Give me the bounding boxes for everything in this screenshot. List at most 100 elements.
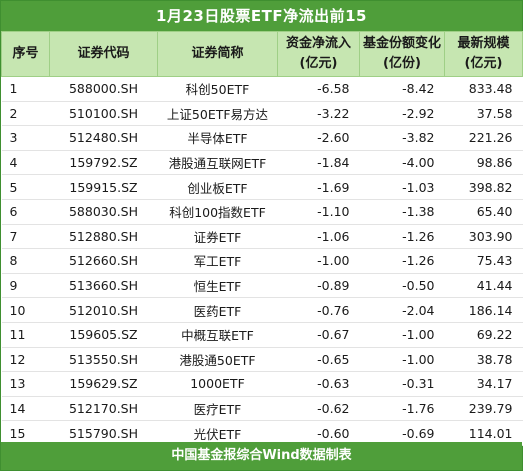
cell-code: 512170.SH bbox=[49, 396, 158, 422]
cell-net-inflow: -0.67 bbox=[277, 322, 360, 348]
cell-latest-scale: 221.26 bbox=[444, 125, 523, 151]
cell-latest-scale: 833.48 bbox=[444, 76, 523, 102]
cell-name: 医药ETF bbox=[157, 297, 278, 323]
header-idx: 序号 bbox=[1, 31, 50, 77]
cell-name: 上证50ETF易方达 bbox=[157, 101, 278, 127]
cell-idx: 13 bbox=[1, 371, 50, 397]
cell-net-inflow: -0.76 bbox=[277, 297, 360, 323]
table-row: 4 159792.SZ 港股通互联网ETF -1.84 -4.00 98.86 bbox=[1, 150, 523, 176]
cell-name: 光伏ETF bbox=[157, 420, 278, 446]
table-row: 11 159605.SZ 中概互联ETF -0.67 -1.00 69.22 bbox=[1, 322, 523, 348]
header-share-line2: (亿份) bbox=[383, 56, 421, 71]
cell-share-change: -1.00 bbox=[359, 322, 445, 348]
cell-code: 159792.SZ bbox=[49, 150, 158, 176]
table-header-row: 序号 证券代码 证券简称 资金净流入 (亿元) 基金份额变化 (亿份) 最新规模… bbox=[1, 31, 523, 77]
header-flow: 资金净流入 (亿元) bbox=[277, 31, 360, 77]
cell-idx: 3 bbox=[1, 125, 50, 151]
cell-net-inflow: -0.60 bbox=[277, 420, 360, 446]
cell-share-change: -1.00 bbox=[359, 347, 445, 373]
cell-latest-scale: 69.22 bbox=[444, 322, 523, 348]
cell-share-change: -1.26 bbox=[359, 224, 445, 250]
cell-share-change: -2.04 bbox=[359, 297, 445, 323]
cell-code: 159915.SZ bbox=[49, 174, 158, 200]
cell-share-change: -0.31 bbox=[359, 371, 445, 397]
cell-idx: 15 bbox=[1, 420, 50, 446]
cell-net-inflow: -1.10 bbox=[277, 199, 360, 225]
cell-name: 创业板ETF bbox=[157, 174, 278, 200]
cell-name: 军工ETF bbox=[157, 248, 278, 274]
cell-net-inflow: -0.62 bbox=[277, 396, 360, 422]
header-flow-line1: 资金净流入 bbox=[285, 36, 351, 51]
cell-latest-scale: 398.82 bbox=[444, 174, 523, 200]
cell-idx: 14 bbox=[1, 396, 50, 422]
cell-idx: 12 bbox=[1, 347, 50, 373]
cell-idx: 8 bbox=[1, 248, 50, 274]
cell-idx: 5 bbox=[1, 174, 50, 200]
table-row: 1 588000.SH 科创50ETF -6.58 -8.42 833.48 bbox=[1, 76, 523, 102]
table-row: 13 159629.SZ 1000ETF -0.63 -0.31 34.17 bbox=[1, 371, 523, 397]
table-footer-source: 中国基金报综合Wind数据制表 bbox=[1, 442, 522, 470]
cell-latest-scale: 98.86 bbox=[444, 150, 523, 176]
cell-name: 半导体ETF bbox=[157, 125, 278, 151]
header-scale-line2: (亿元) bbox=[464, 56, 503, 71]
cell-code: 159629.SZ bbox=[49, 371, 158, 397]
table-row: 2 510100.SH 上证50ETF易方达 -3.22 -2.92 37.58 bbox=[1, 101, 523, 127]
header-code: 证券代码 bbox=[49, 31, 158, 77]
cell-share-change: -1.03 bbox=[359, 174, 445, 200]
cell-name: 中概互联ETF bbox=[157, 322, 278, 348]
table-row: 10 512010.SH 医药ETF -0.76 -2.04 186.14 bbox=[1, 297, 523, 323]
cell-net-inflow: -1.84 bbox=[277, 150, 360, 176]
cell-code: 513550.SH bbox=[49, 347, 158, 373]
cell-net-inflow: -1.06 bbox=[277, 224, 360, 250]
cell-name: 港股通50ETF bbox=[157, 347, 278, 373]
table-row: 3 512480.SH 半导体ETF -2.60 -3.82 221.26 bbox=[1, 125, 523, 151]
header-flow-line2: (亿元) bbox=[299, 56, 338, 71]
cell-name: 科创50ETF bbox=[157, 76, 278, 102]
table-title: 1月23日股票ETF净流出前15 bbox=[1, 1, 522, 31]
cell-latest-scale: 303.90 bbox=[444, 224, 523, 250]
cell-code: 588000.SH bbox=[49, 76, 158, 102]
cell-name: 港股通互联网ETF bbox=[157, 150, 278, 176]
table-body: 1 588000.SH 科创50ETF -6.58 -8.42 833.48 2 5 10 100… bbox=[1, 76, 523, 446]
cell-share-change: -8.42 bbox=[359, 76, 445, 102]
cell-name: 恒生ETF bbox=[157, 273, 278, 299]
cell-name: 证券ETF bbox=[157, 224, 278, 250]
cell-code: 513660.SH bbox=[49, 273, 158, 299]
cell-net-inflow: -0.65 bbox=[277, 347, 360, 373]
cell-idx: 9 bbox=[1, 273, 50, 299]
cell-name: 医疗ETF bbox=[157, 396, 278, 422]
header-share-line1: 基金份额变化 bbox=[362, 36, 441, 51]
cell-name: 科创100指数ETF bbox=[157, 199, 278, 225]
header-share: 基金份额变化 (亿份) bbox=[359, 31, 445, 77]
cell-code: 512480.SH bbox=[49, 125, 158, 151]
cell-net-inflow: -0.63 bbox=[277, 371, 360, 397]
cell-idx: 4 bbox=[1, 150, 50, 176]
cell-name: 1000ETF bbox=[157, 371, 278, 397]
header-scale: 最新规模 (亿元) bbox=[444, 31, 523, 77]
table-row: 14 512170.SH 医疗ETF -0.62 -1.76 239.79 bbox=[1, 396, 523, 422]
cell-latest-scale: 37.58 bbox=[444, 101, 523, 127]
cell-idx: 2 bbox=[1, 101, 50, 127]
cell-net-inflow: -3.22 bbox=[277, 101, 360, 127]
table-row: 9 513660.SH 恒生ETF -0.89 -0.50 41.44 bbox=[1, 273, 523, 299]
cell-net-inflow: -0.89 bbox=[277, 273, 360, 299]
cell-latest-scale: 114.01 bbox=[444, 420, 523, 446]
cell-latest-scale: 186.14 bbox=[444, 297, 523, 323]
table-row: 8 512660.SH 军工ETF -1.00 -1.26 75.43 bbox=[1, 248, 523, 274]
header-name: 证券简称 bbox=[157, 31, 278, 77]
table-row: 7 512880.SH 证券ETF -1.06 -1.26 303.90 bbox=[1, 224, 523, 250]
etf-table: 序号 证券代码 证券简称 资金净流入 (亿元) 基金份额变化 (亿份) 最新规模… bbox=[1, 31, 523, 446]
cell-share-change: -0.50 bbox=[359, 273, 445, 299]
cell-code: 512010.SH bbox=[49, 297, 158, 323]
cell-share-change: -3.82 bbox=[359, 125, 445, 151]
cell-latest-scale: 41.44 bbox=[444, 273, 523, 299]
cell-latest-scale: 65.40 bbox=[444, 199, 523, 225]
cell-latest-scale: 239.79 bbox=[444, 396, 523, 422]
table-row: 5 159915.SZ 创业板ETF -1.69 -1.03 398.82 bbox=[1, 174, 523, 200]
cell-latest-scale: 38.78 bbox=[444, 347, 523, 373]
cell-share-change: -1.76 bbox=[359, 396, 445, 422]
cell-net-inflow: -1.00 bbox=[277, 248, 360, 274]
cell-idx: 10 bbox=[1, 297, 50, 323]
cell-net-inflow: -2.60 bbox=[277, 125, 360, 151]
